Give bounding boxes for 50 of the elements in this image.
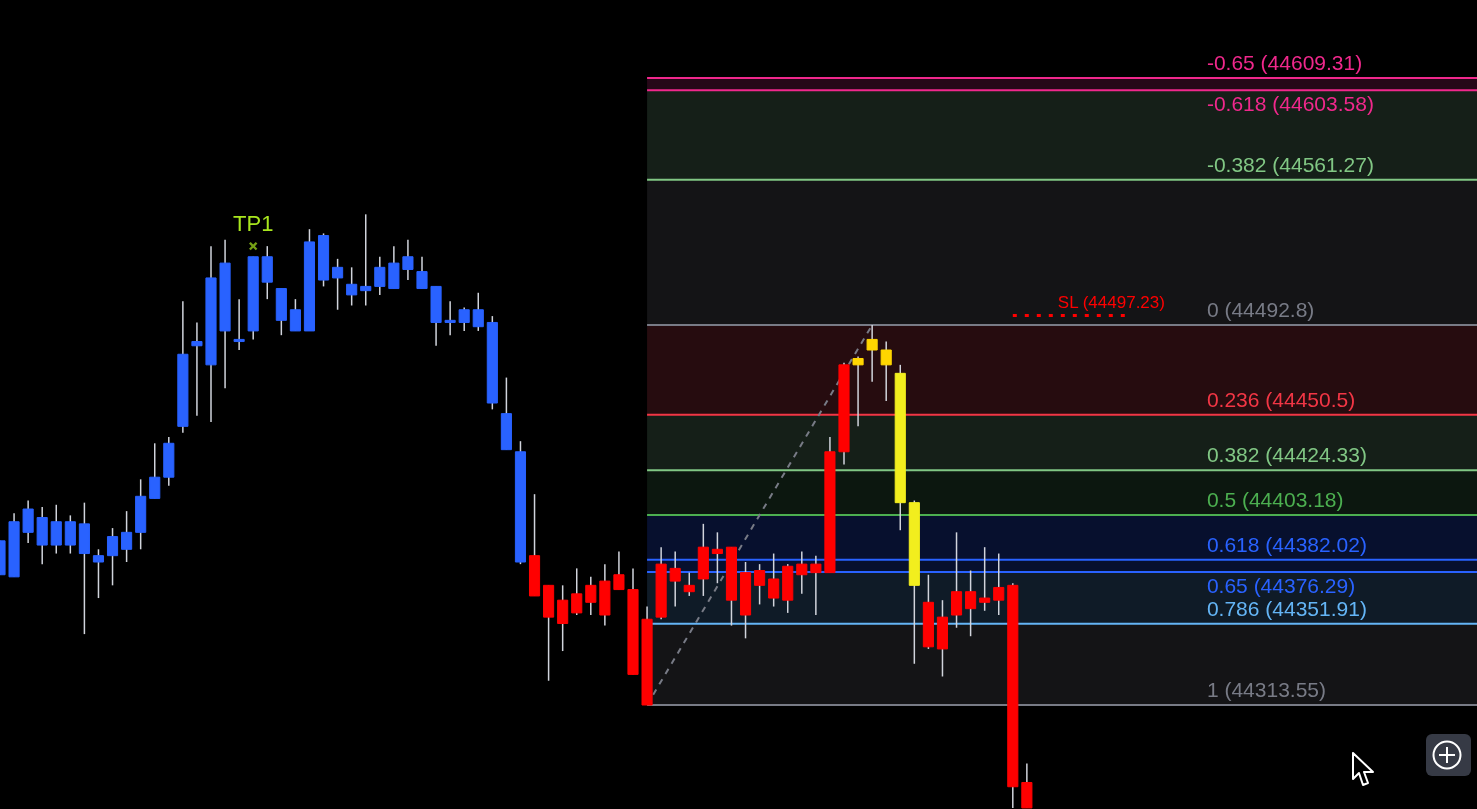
candlestick	[64, 514, 76, 555]
ref-line-label: SL (44497.23)	[1057, 292, 1165, 312]
candlestick	[669, 550, 681, 608]
ref-line-label: 0.236 (44450.5)	[1206, 387, 1356, 411]
candlestick	[810, 554, 822, 616]
candlestick	[613, 550, 625, 591]
ref-line-label: 0.65 (44376.29)	[1206, 574, 1356, 597]
candlestick	[880, 340, 892, 402]
candlestick	[106, 527, 119, 587]
candlestick	[374, 255, 386, 296]
candlestick	[444, 300, 456, 336]
series-label: TP1	[233, 211, 274, 237]
candlestick	[416, 255, 428, 290]
candlestick	[50, 504, 62, 555]
candlestick	[22, 499, 34, 544]
candlestick	[979, 546, 991, 612]
candlestick	[950, 531, 963, 629]
ref-line-label: 0.618 (44382.02)	[1206, 532, 1367, 556]
candlestick	[191, 321, 203, 417]
ref-line-label: 0.382 (44424.33)	[1206, 443, 1367, 467]
candlestick	[683, 571, 695, 597]
candlestick	[289, 298, 301, 332]
candlestick	[557, 584, 569, 652]
candlestick	[402, 239, 414, 281]
ref-line-label: -0.618 (44603.58)	[1206, 92, 1374, 116]
candlestick	[92, 548, 105, 599]
candlestick	[585, 576, 597, 616]
candlestick	[458, 306, 470, 332]
candlestick	[149, 442, 161, 500]
candlestick	[965, 569, 977, 637]
ref-line-label: 0 (44492.8)	[1206, 298, 1315, 321]
candlestick	[768, 552, 780, 608]
candlestick	[866, 324, 878, 383]
candlestick	[472, 292, 484, 332]
ref-line-label: 0.786 (44351.91)	[1206, 596, 1367, 620]
ref-line-label: -0.382 (44561.27)	[1206, 152, 1374, 176]
candlestick	[121, 510, 133, 563]
candlestick	[711, 531, 723, 584]
candlestick	[233, 298, 245, 351]
candlestick	[571, 567, 583, 616]
ref-line-label: 1 (44313.55)	[1206, 678, 1327, 702]
candlestick	[852, 355, 864, 428]
candlestick	[993, 552, 1005, 616]
candlestick	[796, 550, 808, 595]
candlestick	[346, 266, 358, 307]
ref-line-label: 0.5 (44403.18)	[1206, 488, 1344, 511]
candlestick	[754, 563, 766, 606]
candlestick	[332, 258, 344, 311]
candlestick	[360, 213, 372, 307]
ref-line-label: -0.65 (44609.31)	[1206, 51, 1363, 74]
